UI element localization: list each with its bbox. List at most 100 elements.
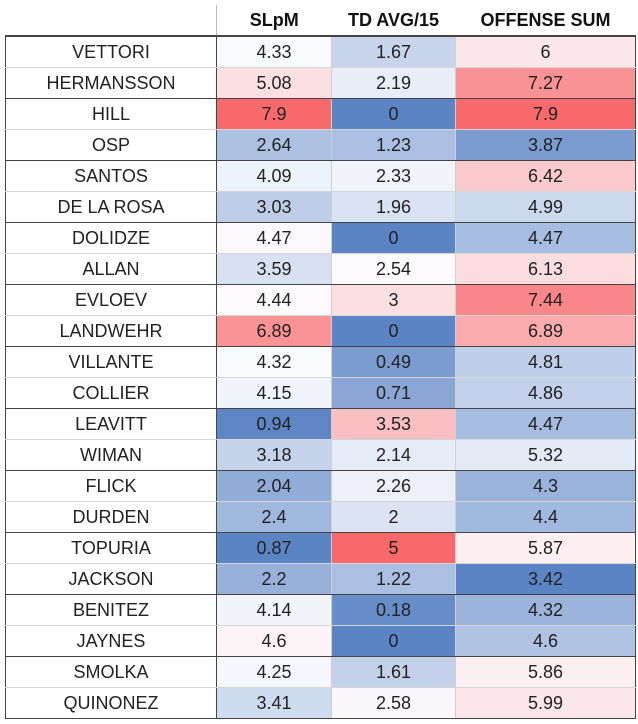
table-row: SMOLKA 4.25 1.61 5.86 [5,656,636,688]
fighter-name-cell[interactable]: LEAVITT [5,408,217,440]
table-row: SANTOS 4.09 2.33 6.42 [5,160,636,192]
slpm-cell[interactable]: 3.41 [216,687,332,719]
slpm-cell[interactable]: 4.6 [216,625,332,657]
table-body: VETTORI 4.33 1.67 6 HERMANSSON 5.08 2.19 7.27 HI… [5,36,636,719]
td-avg-cell[interactable]: 0.49 [331,346,456,378]
slpm-cell[interactable]: 2.4 [216,501,332,533]
slpm-cell[interactable]: 3.18 [216,439,332,471]
table-row: EVLOEV 4.44 3 7.44 [5,284,636,316]
td-avg-cell[interactable]: 2.19 [331,67,456,99]
table-row: JACKSON 2.2 1.22 3.42 [5,563,636,595]
td-avg-cell[interactable]: 1.67 [331,36,456,68]
fighter-name-cell[interactable]: TOPURIA [5,532,217,564]
slpm-cell[interactable]: 7.9 [216,98,332,130]
fighter-name-cell[interactable]: OSP [5,129,217,161]
offense-sum-cell[interactable]: 5.87 [455,532,636,564]
td-avg-cell[interactable]: 0 [331,98,456,130]
td-avg-cell[interactable]: 0 [331,625,456,657]
offense-sum-cell[interactable]: 4.81 [455,346,636,378]
td-avg-cell[interactable]: 3 [331,284,456,316]
td-avg-cell[interactable]: 5 [331,532,456,564]
offense-sum-cell[interactable]: 5.99 [455,687,636,719]
td-avg-cell[interactable]: 1.96 [331,191,456,223]
table-row: ALLAN 3.59 2.54 6.13 [5,253,636,285]
slpm-cell[interactable]: 4.15 [216,377,332,409]
slpm-cell[interactable]: 4.47 [216,222,332,254]
offense-sum-cell[interactable]: 6 [455,36,636,68]
td-avg-cell[interactable]: 2.54 [331,253,456,285]
slpm-cell[interactable]: 2.2 [216,563,332,595]
table-row: QUINONEZ 3.41 2.58 5.99 [5,687,636,719]
header-offense-sum: OFFENSE SUM [455,5,636,37]
fighter-name-cell[interactable]: FLICK [5,470,217,502]
slpm-cell[interactable]: 3.03 [216,191,332,223]
fighter-name-cell[interactable]: COLLIER [5,377,217,409]
offense-sum-cell[interactable]: 4.4 [455,501,636,533]
td-avg-cell[interactable]: 0 [331,315,456,347]
slpm-cell[interactable]: 6.89 [216,315,332,347]
table-row: OSP 2.64 1.23 3.87 [5,129,636,161]
fighter-name-cell[interactable]: EVLOEV [5,284,217,316]
fighter-name-cell[interactable]: DE LA ROSA [5,191,217,223]
slpm-cell[interactable]: 4.09 [216,160,332,192]
slpm-cell[interactable]: 2.64 [216,129,332,161]
fighter-name-cell[interactable]: SANTOS [5,160,217,192]
td-avg-cell[interactable]: 0.71 [331,377,456,409]
fighter-name-cell[interactable]: DOLIDZE [5,222,217,254]
fighter-name-cell[interactable]: SMOLKA [5,656,217,688]
slpm-cell[interactable]: 2.04 [216,470,332,502]
td-avg-cell[interactable]: 1.23 [331,129,456,161]
offense-sum-cell[interactable]: 4.86 [455,377,636,409]
offense-sum-cell[interactable]: 7.27 [455,67,636,99]
td-avg-cell[interactable]: 1.61 [331,656,456,688]
table-row: LEAVITT 0.94 3.53 4.47 [5,408,636,440]
table-row: VILLANTE 4.32 0.49 4.81 [5,346,636,378]
fighter-name-cell[interactable]: JACKSON [5,563,217,595]
offense-sum-cell[interactable]: 7.44 [455,284,636,316]
td-avg-cell[interactable]: 2.58 [331,687,456,719]
fighter-name-cell[interactable]: ALLAN [5,253,217,285]
slpm-cell[interactable]: 4.44 [216,284,332,316]
offense-sum-cell[interactable]: 6.42 [455,160,636,192]
offense-sum-cell[interactable]: 6.89 [455,315,636,347]
fighter-name-cell[interactable]: WIMAN [5,439,217,471]
offense-sum-cell[interactable]: 4.47 [455,408,636,440]
td-avg-cell[interactable]: 2 [331,501,456,533]
fighter-name-cell[interactable]: VILLANTE [5,346,217,378]
fighter-name-cell[interactable]: LANDWEHR [5,315,217,347]
offense-sum-cell[interactable]: 4.3 [455,470,636,502]
slpm-cell[interactable]: 4.25 [216,656,332,688]
td-avg-cell[interactable]: 0 [331,222,456,254]
fighter-name-cell[interactable]: QUINONEZ [5,687,217,719]
offense-sum-cell[interactable]: 5.32 [455,439,636,471]
offense-sum-cell[interactable]: 6.13 [455,253,636,285]
slpm-cell[interactable]: 4.33 [216,36,332,68]
td-avg-cell[interactable]: 0.18 [331,594,456,626]
fighter-name-cell[interactable]: VETTORI [5,36,217,68]
offense-sum-cell[interactable]: 4.99 [455,191,636,223]
td-avg-cell[interactable]: 2.26 [331,470,456,502]
slpm-cell[interactable]: 4.32 [216,346,332,378]
fighter-name-cell[interactable]: HILL [5,98,217,130]
fighter-name-cell[interactable]: HERMANSSON [5,67,217,99]
offense-sum-cell[interactable]: 3.87 [455,129,636,161]
offense-sum-cell[interactable]: 5.86 [455,656,636,688]
fighter-name-cell[interactable]: BENITEZ [5,594,217,626]
offense-sum-cell[interactable]: 3.42 [455,563,636,595]
slpm-cell[interactable]: 0.87 [216,532,332,564]
offense-sum-cell[interactable]: 4.6 [455,625,636,657]
td-avg-cell[interactable]: 2.14 [331,439,456,471]
slpm-cell[interactable]: 3.59 [216,253,332,285]
fighter-name-cell[interactable]: JAYNES [5,625,217,657]
td-avg-cell[interactable]: 1.22 [331,563,456,595]
fighter-name-cell[interactable]: DURDEN [5,501,217,533]
offense-sum-cell[interactable]: 4.32 [455,594,636,626]
slpm-cell[interactable]: 5.08 [216,67,332,99]
td-avg-cell[interactable]: 3.53 [331,408,456,440]
offense-sum-cell[interactable]: 4.47 [455,222,636,254]
slpm-cell[interactable]: 0.94 [216,408,332,440]
td-avg-cell[interactable]: 2.33 [331,160,456,192]
slpm-cell[interactable]: 4.14 [216,594,332,626]
offense-sum-cell[interactable]: 7.9 [455,98,636,130]
